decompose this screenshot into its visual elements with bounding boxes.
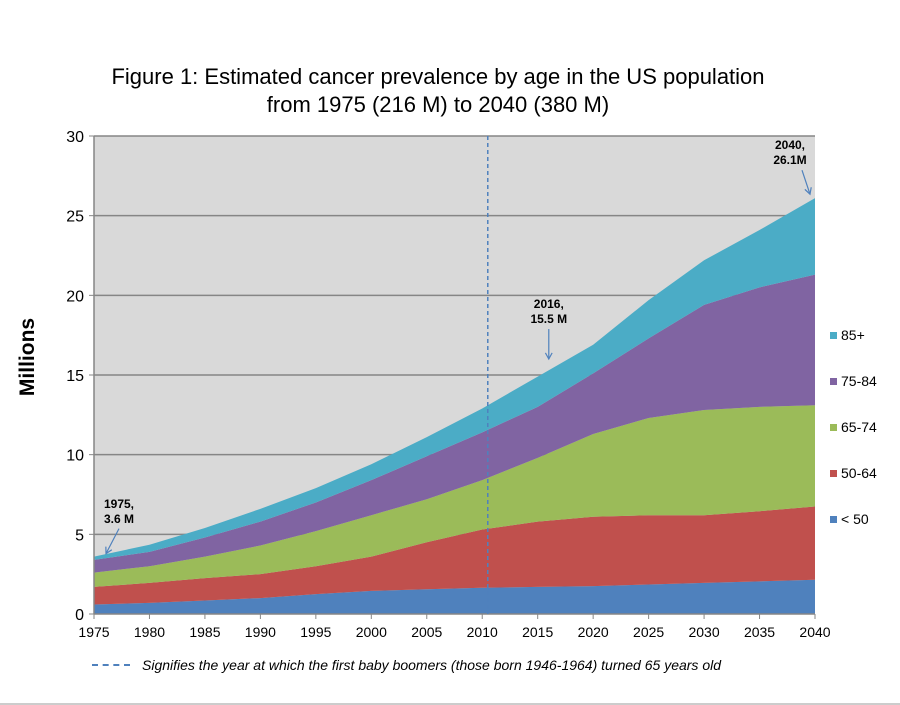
- x-tick-label: 1985: [189, 624, 220, 640]
- annotation-line2: 15.5 M: [530, 312, 568, 327]
- legend-item: 65-74: [830, 419, 877, 435]
- annotation-arrow: [801, 169, 811, 195]
- annotation-line1: 2040,: [774, 138, 806, 153]
- legend-label: 65-74: [841, 419, 877, 435]
- legend-label: 50-64: [841, 465, 877, 481]
- annotation-label: 2016, 15.5 M: [524, 297, 574, 327]
- chart-subtitle: from 1975 (216 M) to 2040 (380 M): [266, 92, 610, 117]
- x-tick-label: 1990: [245, 624, 276, 640]
- annotation-arrow: [105, 528, 120, 554]
- x-tick-label: 2010: [467, 624, 498, 640]
- annotation-arrowhead: [804, 187, 812, 196]
- annotation-arrowhead: [105, 546, 113, 555]
- legend-swatch: [830, 515, 837, 523]
- legend-swatch: [830, 377, 837, 385]
- footnote-text: Signifies the year at which the first ba…: [142, 657, 721, 673]
- y-tick-label: 5: [75, 527, 84, 544]
- legend-item: 75-84: [830, 373, 877, 389]
- x-tick-label: 1980: [134, 624, 165, 640]
- dashed-line-legend-icon: [92, 664, 130, 666]
- annotation-line1: 2016,: [533, 297, 564, 312]
- legend-item: 50-64: [830, 465, 877, 481]
- x-tick-label: 2025: [633, 624, 664, 640]
- annotation-line1: 1975,: [103, 496, 135, 511]
- legend-label: 85+: [841, 327, 865, 343]
- area-series-65-74: [94, 405, 815, 587]
- x-tick-label: 2035: [744, 624, 775, 640]
- legend-swatch: [830, 331, 837, 339]
- y-tick-label: 25: [66, 209, 84, 226]
- legend-item: < 50: [830, 511, 869, 527]
- legend-swatch: [830, 423, 837, 431]
- x-tick-label: 2000: [356, 624, 387, 640]
- x-tick-label: 2030: [688, 624, 719, 640]
- footnote: Signifies the year at which the first ba…: [92, 657, 721, 673]
- annotation-arrowhead: [544, 352, 553, 361]
- area-series-75-84: [94, 274, 815, 573]
- legend-item: 85+: [830, 327, 865, 343]
- area-series-50: [94, 579, 815, 614]
- x-tick-label: 1975: [78, 624, 109, 640]
- annotation-line2: 3.6 M: [103, 511, 134, 526]
- area-series-50-64: [94, 506, 815, 605]
- legend-label: < 50: [841, 511, 869, 527]
- x-tick-label: 2005: [411, 624, 442, 640]
- legend-swatch: [830, 469, 837, 477]
- y-tick-label: 20: [66, 288, 84, 305]
- x-tick-label: 2015: [522, 624, 553, 640]
- y-tick-label: 15: [66, 368, 84, 385]
- chart-title: Figure 1: Estimated cancer prevalence by…: [111, 64, 765, 89]
- annotation-label: 1975, 3.6 M: [94, 497, 144, 527]
- y-tick-label: 0: [75, 607, 84, 624]
- legend-label: 75-84: [841, 373, 877, 389]
- annotation-line2: 26.1M: [773, 153, 807, 168]
- y-tick-label: 30: [66, 129, 84, 146]
- x-tick-label: 1995: [300, 624, 331, 640]
- x-tick-label: 2020: [578, 624, 609, 640]
- x-tick-label: 2040: [799, 624, 830, 640]
- annotation-label: 2040, 26.1M: [765, 138, 815, 168]
- y-tick-label: 10: [66, 448, 84, 465]
